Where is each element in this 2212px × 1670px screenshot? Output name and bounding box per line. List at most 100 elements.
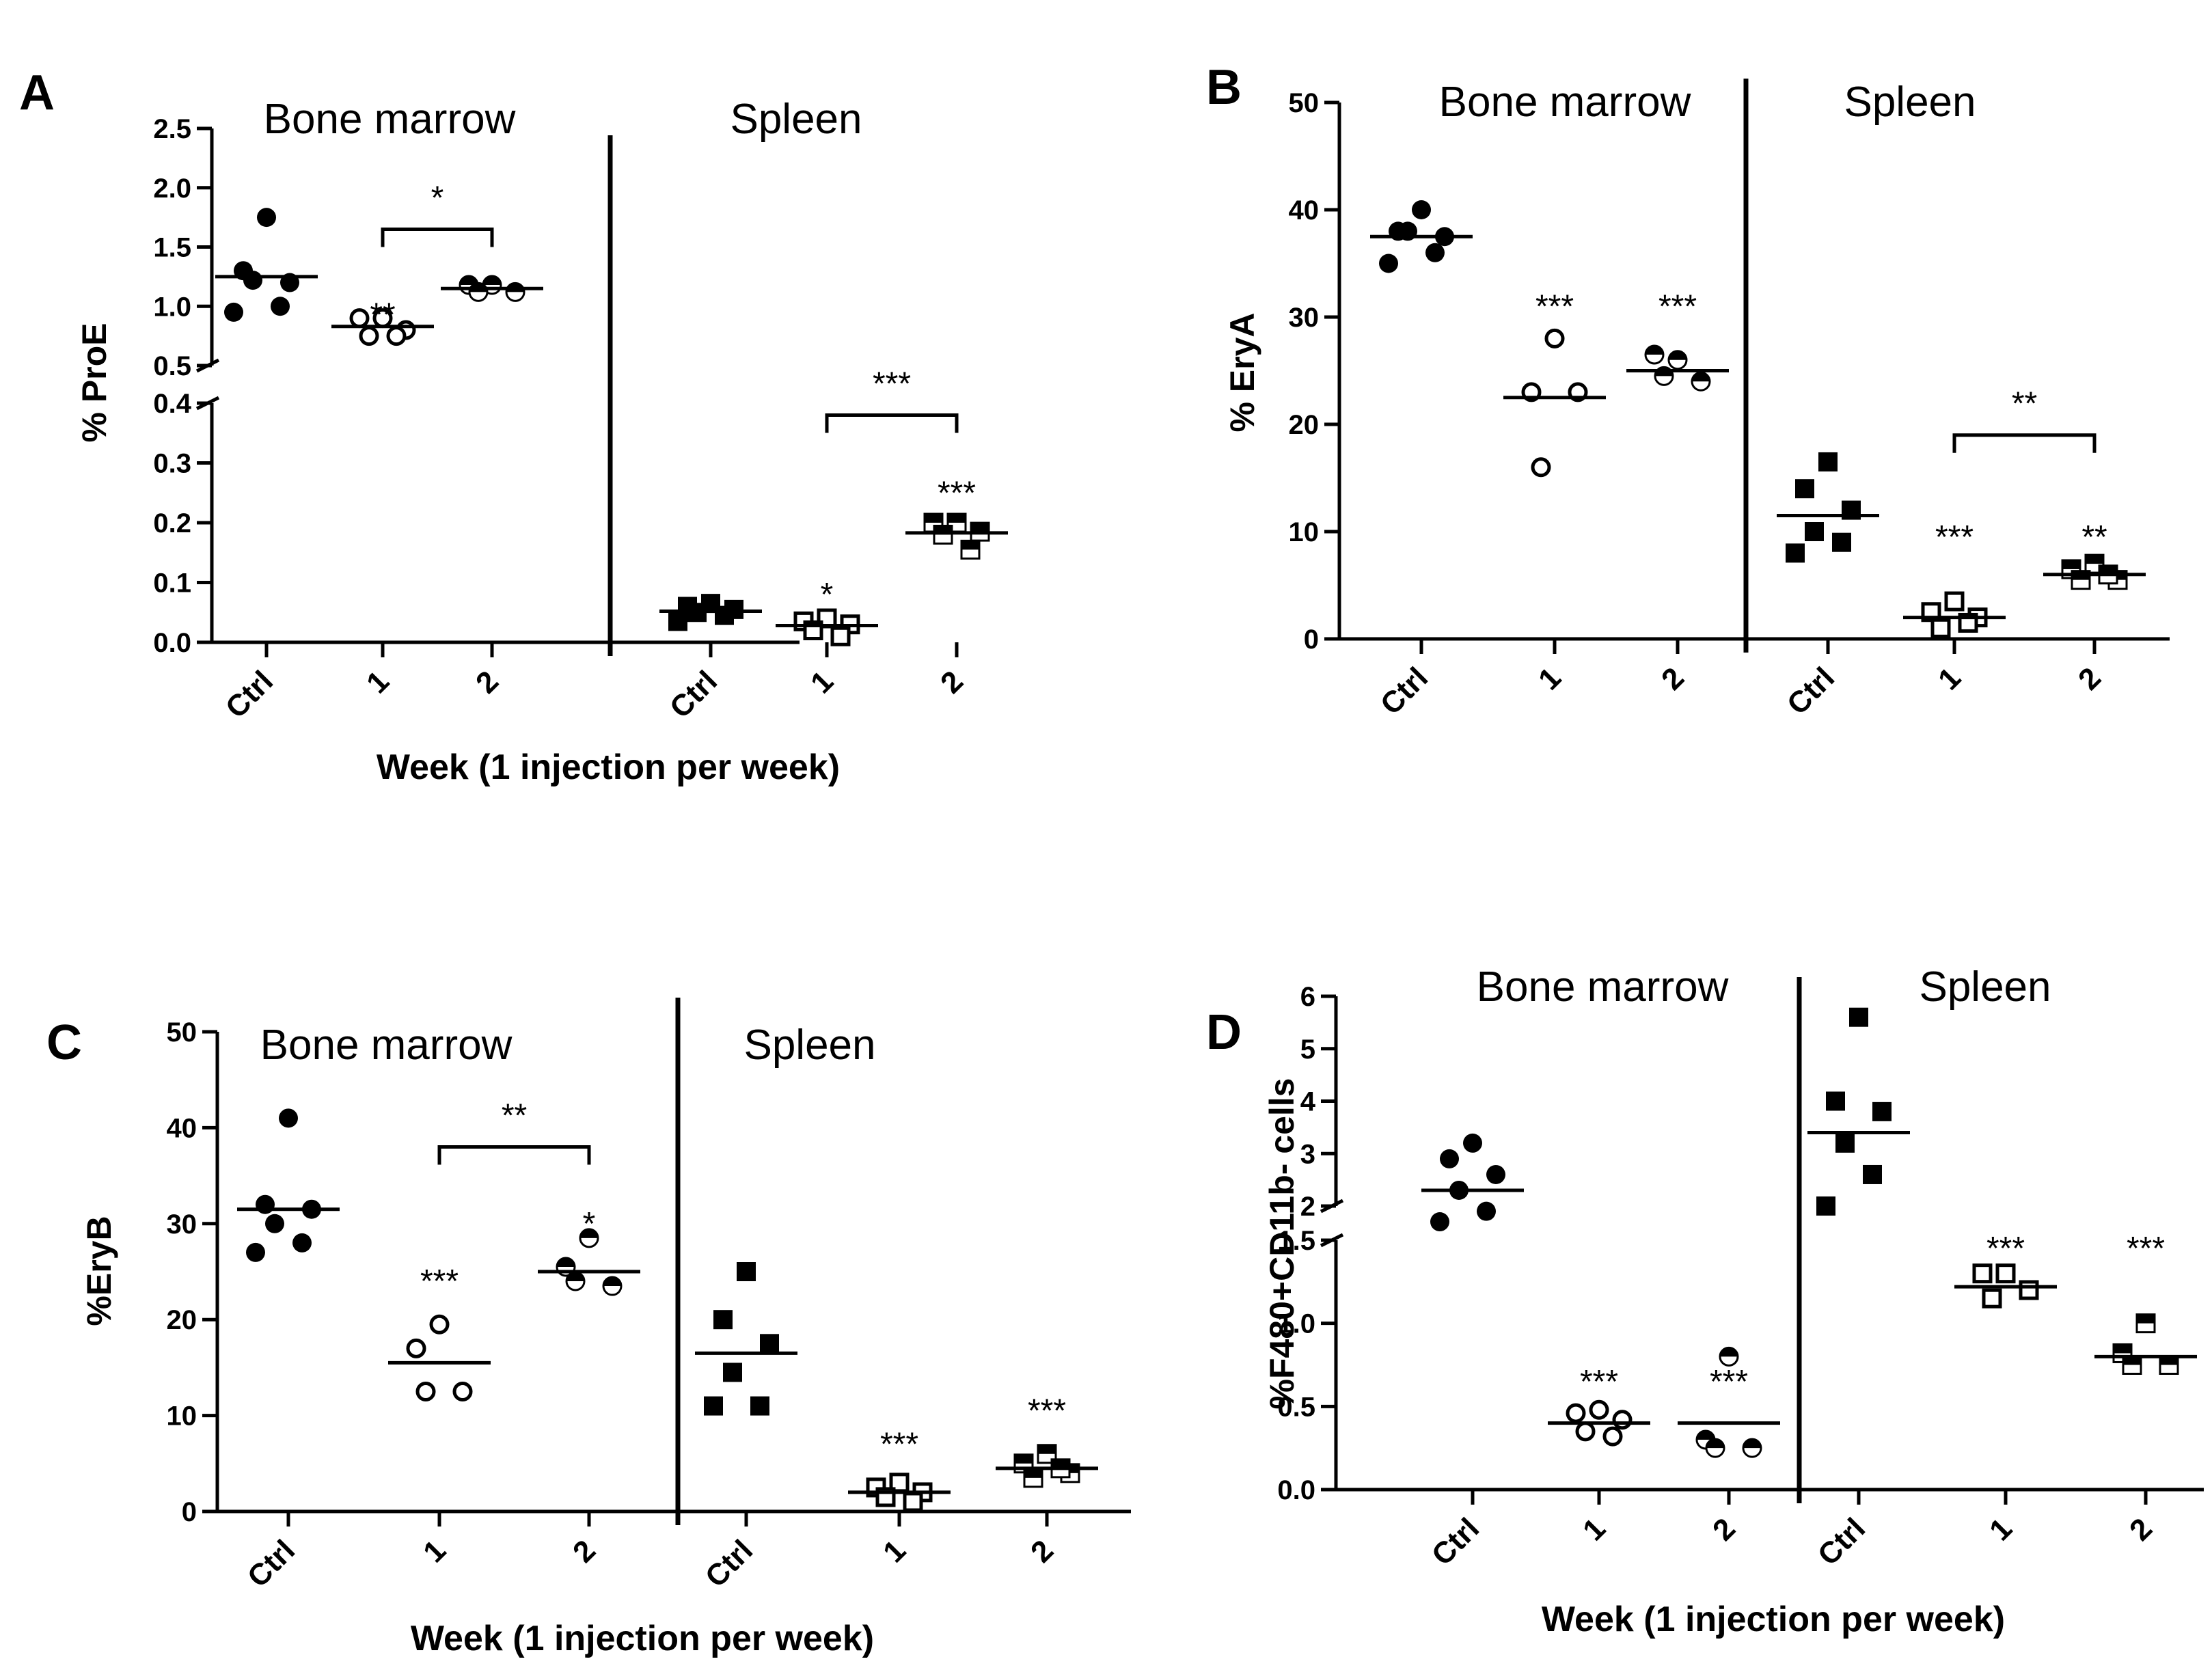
y-tick-label: 2.0 bbox=[153, 174, 191, 204]
data-point bbox=[830, 626, 851, 646]
data-point bbox=[933, 525, 953, 545]
significance-label: *** bbox=[1935, 519, 1974, 556]
significance-label: *** bbox=[1986, 1231, 2025, 1267]
series-spleen-2 bbox=[996, 1444, 1098, 1488]
y-tick-label: 3 bbox=[1300, 1139, 1315, 1169]
data-point bbox=[1430, 1212, 1449, 1232]
significance-label: ** bbox=[2081, 519, 2107, 556]
series-bone-marrow-ctrl bbox=[237, 1108, 340, 1262]
data-point bbox=[2084, 553, 2105, 574]
y-tick-label: 1.0 bbox=[153, 292, 191, 322]
y-tick-label: 40 bbox=[167, 1113, 197, 1143]
y-tick-label: 0.5 bbox=[153, 351, 191, 381]
data-point bbox=[292, 1233, 312, 1252]
data-point bbox=[704, 1396, 723, 1416]
series-spleen-ctrl bbox=[1807, 1007, 1910, 1216]
data-point bbox=[1531, 457, 1551, 478]
y-axis-label: %EryB bbox=[80, 1216, 118, 1326]
region-title: Spleen bbox=[1844, 79, 1976, 126]
significance-label: * bbox=[583, 1206, 596, 1242]
data-point bbox=[1486, 1164, 1505, 1184]
y-tick-label: 1.0 bbox=[1277, 1309, 1315, 1339]
y-tick-label: 2.5 bbox=[153, 114, 191, 144]
data-point bbox=[1463, 1133, 1482, 1153]
data-point bbox=[1440, 1149, 1459, 1168]
y-tick-label: 0.0 bbox=[153, 628, 191, 658]
series-spleen-2 bbox=[905, 512, 1008, 560]
data-point bbox=[429, 1314, 450, 1334]
data-point bbox=[760, 1334, 779, 1354]
y-axis-label: % ProE bbox=[75, 323, 113, 442]
data-point bbox=[265, 1214, 284, 1233]
y-tick-label: 10 bbox=[1289, 517, 1320, 547]
panel-a: A Bone marrow Spleen 0.0 0.1 0.2 0.3 0.4 0.5 1.0 1… bbox=[19, 66, 1008, 787]
bracket-label: ** bbox=[2012, 386, 2037, 422]
region-title: Spleen bbox=[730, 96, 862, 143]
data-point bbox=[668, 612, 687, 631]
significance-label: *** bbox=[1658, 288, 1697, 325]
y-tick-label: 30 bbox=[167, 1209, 197, 1240]
data-point bbox=[1644, 344, 1665, 365]
data-point bbox=[1742, 1438, 1762, 1458]
data-point bbox=[243, 271, 262, 290]
data-point bbox=[1667, 350, 1688, 370]
panel-letter: B bbox=[1206, 60, 1242, 115]
data-point bbox=[579, 1228, 599, 1248]
series-spleen-1 bbox=[776, 608, 878, 646]
data-point bbox=[1863, 1164, 1882, 1184]
x-tick-label: Ctrl bbox=[241, 1533, 301, 1593]
x-axis-label: Week (1 injection per week) bbox=[411, 1619, 874, 1658]
panel-letter: A bbox=[19, 66, 55, 120]
data-point bbox=[1818, 452, 1838, 471]
data-point bbox=[406, 1338, 426, 1358]
data-point bbox=[1589, 1399, 1609, 1420]
y-tick-label: 2 bbox=[1300, 1192, 1315, 1222]
region-title: Bone marrow bbox=[1439, 79, 1691, 126]
data-point bbox=[246, 1242, 265, 1262]
series-spleen-1 bbox=[1903, 591, 2006, 638]
significance-label: * bbox=[821, 577, 834, 613]
series-spleen-ctrl bbox=[695, 1262, 797, 1416]
series-spleen-1 bbox=[848, 1473, 951, 1512]
data-point bbox=[1575, 1421, 1596, 1442]
significance-label: *** bbox=[420, 1263, 459, 1300]
series-bone-marrow-ctrl bbox=[1421, 1133, 1524, 1232]
bracket-label: *** bbox=[873, 366, 911, 402]
x-tick-label: 1 bbox=[804, 664, 840, 700]
y-tick-label: 5 bbox=[1300, 1035, 1315, 1065]
data-point bbox=[1037, 1444, 1057, 1464]
data-point bbox=[737, 1262, 756, 1281]
series-bone-marrow-2 bbox=[538, 1228, 640, 1296]
series-bone-marrow-1 bbox=[1548, 1399, 1650, 1447]
data-point bbox=[505, 282, 525, 302]
data-point bbox=[1805, 522, 1824, 541]
data-point bbox=[1795, 479, 1814, 499]
data-point bbox=[713, 1310, 733, 1330]
comparison-bracket bbox=[825, 413, 959, 433]
data-point bbox=[452, 1382, 473, 1401]
x-tick-label: 2 bbox=[934, 664, 970, 700]
significance-label: *** bbox=[1028, 1393, 1066, 1429]
data-point bbox=[1477, 1201, 1496, 1221]
significance-label: *** bbox=[938, 475, 976, 511]
series-spleen-1 bbox=[1954, 1263, 2057, 1309]
x-tick-label: 2 bbox=[1655, 661, 1691, 696]
region-title: Spleen bbox=[1919, 963, 2051, 1011]
data-point bbox=[1544, 328, 1565, 348]
data-point bbox=[1826, 1091, 1845, 1111]
data-point bbox=[1835, 1133, 1855, 1153]
data-point bbox=[723, 1363, 742, 1382]
data-point bbox=[271, 297, 290, 316]
x-tick-label: 1 bbox=[1576, 1511, 1612, 1547]
significance-label: ** bbox=[370, 297, 395, 333]
series-bone-marrow-2 bbox=[1678, 1346, 1780, 1458]
bracket-label: ** bbox=[502, 1097, 527, 1134]
panel-letter: C bbox=[46, 1015, 82, 1070]
data-point bbox=[1972, 1263, 1993, 1284]
x-tick-label: 1 bbox=[877, 1533, 912, 1569]
data-point bbox=[750, 1396, 769, 1416]
y-tick-label: 0.5 bbox=[1277, 1392, 1315, 1422]
data-point bbox=[1930, 618, 1951, 638]
series-spleen-2 bbox=[2094, 1313, 2197, 1375]
series-bone-marrow-ctrl bbox=[215, 208, 318, 322]
